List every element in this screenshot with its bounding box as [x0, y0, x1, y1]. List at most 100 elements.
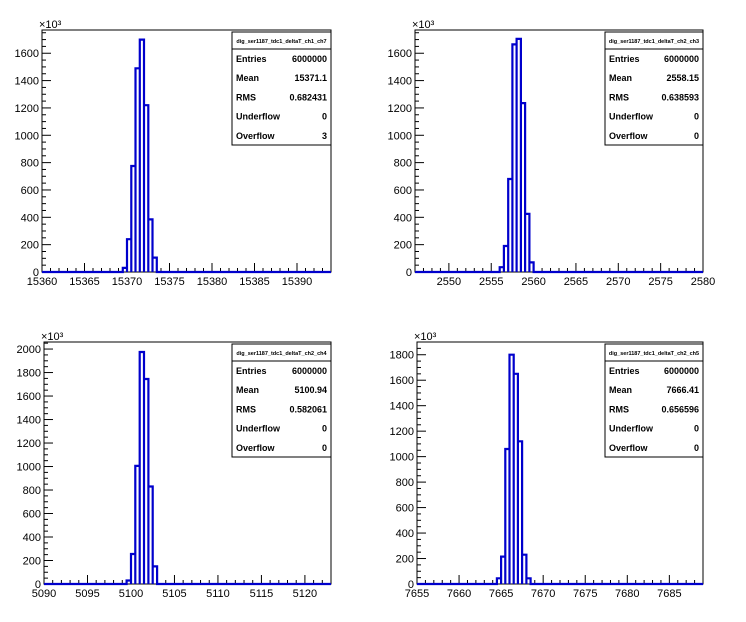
y-tick-label: 0: [408, 579, 414, 591]
y-tick-label: 400: [23, 532, 41, 544]
stats-label: Entries: [609, 54, 640, 64]
stats-label: Entries: [609, 366, 640, 376]
stats-value: 0.656596: [661, 404, 699, 414]
x-tick-label: 15375: [154, 276, 185, 288]
y-tick-label: 2000: [17, 344, 41, 356]
y-tick-label: 600: [21, 185, 39, 197]
stats-box-frame: [231, 343, 332, 458]
x-tick-label: 15380: [197, 276, 228, 288]
y-tick-label: 1600: [388, 48, 412, 60]
x-tick-label: 7665: [489, 588, 513, 600]
y-tick-label: 200: [23, 556, 41, 568]
y-tick-label: 0: [406, 267, 412, 279]
x-tick-label: 15385: [239, 276, 270, 288]
histogram-line: [415, 37, 703, 274]
y-tick-label: 400: [394, 212, 412, 224]
y-tick-label: 1600: [17, 391, 41, 403]
x-tick-label: 7675: [573, 588, 597, 600]
stats-value: 5100.94: [294, 385, 327, 395]
y-tick-label: 1400: [17, 415, 41, 427]
x-tick-label: 15370: [112, 276, 143, 288]
stats-value: 6000000: [664, 54, 699, 64]
stats-value: 0: [322, 112, 327, 122]
y-tick-label: 800: [23, 485, 41, 497]
histogram-title: dig_ser1187_tdc1_deltaT_ch2_ch5: [609, 351, 699, 357]
stats-label: Mean: [236, 73, 259, 83]
stats-value: 0: [694, 112, 699, 122]
stats-value: 6000000: [292, 54, 327, 64]
histogram-line: [44, 350, 331, 586]
y-axis-exponent-label: ×10³: [41, 331, 64, 343]
histogram-line: [417, 353, 703, 586]
stats-box: dig_ser1187_tdc1_deltaT_ch2_ch5 Entries 60…: [604, 343, 704, 458]
stats-label: Mean: [609, 385, 632, 395]
y-tick-label: 1400: [390, 401, 414, 413]
y-tick-label: 1200: [388, 103, 412, 115]
stats-value: 0: [694, 131, 699, 141]
histogram-title: dig_ser1187_tdc1_deltaT_ch2_ch3: [609, 39, 699, 45]
x-tick-label: 7680: [615, 588, 639, 600]
x-tick-label: 2575: [648, 276, 672, 288]
stats-value: 6000000: [292, 366, 327, 376]
y-tick-label: 0: [35, 579, 41, 591]
stats-label: Overflow: [236, 443, 276, 453]
y-tick-label: 1200: [17, 438, 41, 450]
stats-value: 0: [322, 443, 327, 453]
stats-box-frame: [604, 31, 704, 146]
x-tick-label: 2555: [479, 276, 503, 288]
stats-box: dig_ser1187_tdc1_deltaT_ch2_ch4 Entries 60…: [231, 343, 332, 458]
y-tick-label: 1200: [390, 426, 414, 438]
x-tick-label: 5100: [119, 588, 143, 600]
y-tick-label: 1400: [388, 76, 412, 88]
y-tick-label: 1200: [15, 103, 39, 115]
stats-label: Mean: [236, 385, 259, 395]
stats-label: Mean: [609, 73, 632, 83]
x-tick-label: 2550: [437, 276, 461, 288]
histogram-title: dig_ser1187_tdc1_deltaT_ch2_ch4: [236, 351, 327, 357]
stats-label: RMS: [236, 404, 256, 414]
histogram-line: [42, 38, 331, 274]
stats-box-frame: [231, 31, 332, 146]
histogram-panel-4: 7655 7660 7665 7670 7675 7680 7685 0 200 400 600 80…: [390, 331, 704, 600]
x-tick-label: 5110: [206, 588, 230, 600]
stats-label: Underflow: [609, 112, 654, 122]
histogram-title: dig_ser1187_tdc1_deltaT_ch1_ch7: [236, 39, 326, 45]
stats-label: Underflow: [236, 112, 281, 122]
stats-value: 2558.15: [666, 73, 699, 83]
stats-value: 0: [694, 424, 699, 434]
x-tick-label: 7660: [447, 588, 471, 600]
stats-label: Entries: [236, 54, 267, 64]
stats-value: 15371.1: [294, 73, 327, 83]
x-tick-label: 15390: [282, 276, 313, 288]
x-tick-label: 5120: [293, 588, 317, 600]
stats-label: Underflow: [609, 424, 654, 434]
stats-box: dig_ser1187_tdc1_deltaT_ch1_ch7 Entries 60…: [231, 31, 332, 146]
y-tick-label: 600: [396, 503, 414, 515]
stats-box-frame: [604, 343, 704, 458]
stats-label: RMS: [609, 404, 629, 414]
y-tick-label: 1000: [390, 452, 414, 464]
x-tick-label: 15365: [69, 276, 100, 288]
y-tick-label: 400: [21, 212, 39, 224]
stats-label: RMS: [609, 92, 629, 102]
stats-value: 0.638593: [661, 92, 699, 102]
y-axis-exponent-label: ×10³: [412, 19, 435, 31]
x-tick-label: 5115: [250, 588, 274, 600]
stats-label: Overflow: [609, 443, 649, 453]
y-axis-exponent-label: ×10³: [39, 19, 62, 31]
x-tick-label: 2570: [606, 276, 630, 288]
y-tick-label: 200: [394, 240, 412, 252]
x-tick-label: 5090: [32, 588, 56, 600]
x-tick-label: 7670: [531, 588, 555, 600]
y-tick-label: 1000: [17, 462, 41, 474]
y-tick-label: 1800: [17, 368, 41, 380]
x-tick-label: 2565: [564, 276, 588, 288]
y-tick-label: 800: [21, 158, 39, 170]
y-tick-label: 0: [33, 267, 39, 279]
y-tick-label: 200: [396, 554, 414, 566]
y-tick-label: 800: [394, 158, 412, 170]
x-tick-label: 5095: [75, 588, 99, 600]
stats-box: dig_ser1187_tdc1_deltaT_ch2_ch3 Entries 60…: [604, 31, 704, 146]
y-axis-exponent-label: ×10³: [414, 331, 437, 343]
